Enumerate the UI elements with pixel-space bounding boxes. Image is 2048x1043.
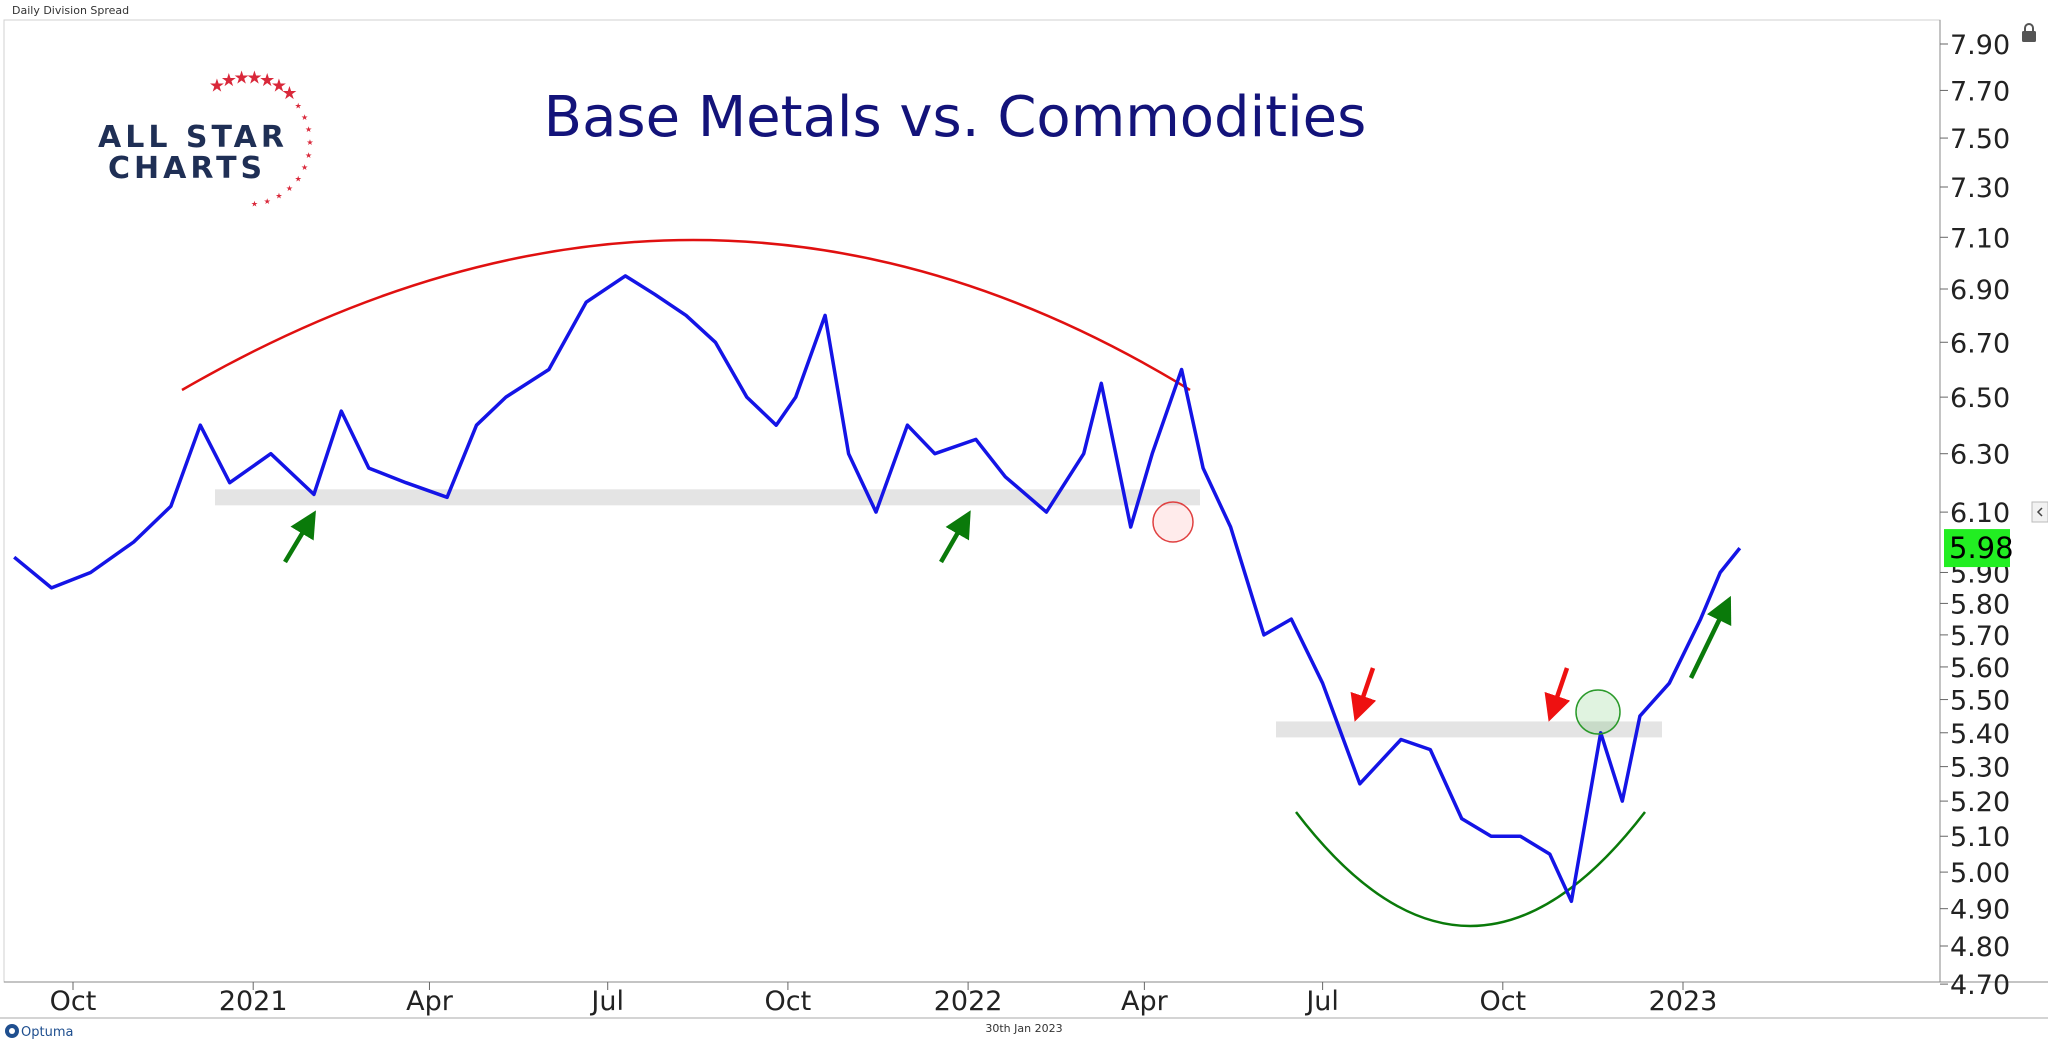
y-tick-label: 4.90 — [1950, 895, 2010, 926]
y-tick-label: 4.80 — [1950, 932, 2010, 963]
star-icon: ★ — [295, 102, 302, 111]
star-icon: ★ — [286, 184, 293, 193]
x-tick-label: Oct — [1479, 986, 1526, 1017]
all-star-charts-logo: ★★★★★★★★★★★★★★★★★★ ALL STAR CHARTS — [98, 67, 314, 208]
star-icon: ★ — [301, 113, 308, 122]
star-icon: ★ — [275, 192, 282, 201]
rounded-top-arc — [181, 238, 1191, 392]
last-price-box — [1944, 529, 2010, 568]
y-tick-label: 7.50 — [1950, 124, 2010, 155]
support-band-lower — [1276, 721, 1662, 738]
red-arrow-1 — [1350, 667, 1377, 722]
star-icon: ★ — [305, 151, 312, 160]
star-icon: ★ — [259, 70, 275, 91]
y-tick-label: 5.60 — [1950, 653, 2010, 684]
y-tick-label: 6.50 — [1950, 383, 2010, 414]
star-icon: ★ — [264, 197, 271, 206]
star-icon: ★ — [301, 163, 308, 172]
star-icon: ★ — [221, 70, 237, 91]
y-tick-label: 6.10 — [1950, 498, 2010, 529]
star-icon: ★ — [295, 174, 302, 183]
star-icon: ★ — [306, 138, 313, 147]
star-icon: ★ — [281, 83, 297, 104]
collapse-panel-icon[interactable] — [2031, 501, 2048, 523]
star-icon: ★ — [305, 125, 312, 134]
x-tick-label: 2022 — [934, 986, 1003, 1017]
x-tick-label: Oct — [765, 986, 812, 1017]
y-tick-label: 5.40 — [1950, 719, 2010, 750]
logo-stars: ★★★★★★★★★★★★★★★★★★ — [209, 67, 314, 208]
y-tick-label: 7.30 — [1950, 173, 2010, 204]
last-price-label: 5.98 — [1949, 531, 2014, 565]
star-icon: ★ — [233, 67, 249, 88]
x-tick-label: Apr — [406, 986, 454, 1017]
x-tick-label: 2023 — [1649, 986, 1718, 1017]
y-tick-label: 5.80 — [1950, 589, 2010, 620]
star-icon: ★ — [271, 75, 287, 96]
y-tick-label: 5.30 — [1950, 753, 2010, 784]
green-arrow-3 — [1688, 595, 1732, 679]
support-band-upper — [215, 489, 1200, 506]
star-icon: ★ — [246, 67, 262, 88]
y-tick-label: 4.70 — [1950, 970, 2010, 1001]
y-tick-label: 7.90 — [1950, 30, 2010, 61]
x-tick-label: Jul — [1304, 986, 1339, 1017]
y-tick-label: 5.10 — [1950, 822, 2010, 853]
x-axis-ticks: Oct 2021 Apr Jul Oct 2022 Apr Jul Oct 2023 — [50, 982, 1718, 1017]
panel-label: Daily Division Spread — [12, 4, 129, 17]
x-tick-label: 2021 — [219, 986, 288, 1017]
y-tick-label: 6.90 — [1950, 275, 2010, 306]
lock-icon[interactable] — [2022, 23, 2036, 42]
x-tick-label: Oct — [50, 986, 97, 1017]
red-arrow-2 — [1544, 667, 1571, 722]
y-axis-ticks: 7.90 7.70 7.50 7.30 7.10 6.90 6.70 6.50 6.30 6.10… — [1940, 30, 2010, 1001]
chart-title: Base Metals vs. Commodities — [544, 85, 1367, 150]
x-tick-label: Jul — [589, 986, 624, 1017]
y-tick-label: 7.10 — [1950, 223, 2010, 254]
series-line — [13, 274, 1742, 904]
y-tick-label: 5.00 — [1950, 858, 2010, 889]
rounded-bottom-arc — [1295, 811, 1646, 928]
optuma-brand: Optuma — [5, 1024, 73, 1040]
green-arrow-1 — [283, 510, 316, 564]
star-icon: ★ — [209, 75, 225, 96]
breakdown-circle — [1152, 501, 1194, 543]
y-tick-label: 6.30 — [1950, 440, 2010, 471]
star-icon: ★ — [251, 200, 258, 209]
y-tick-label: 6.70 — [1950, 328, 2010, 359]
y-tick-label: 5.70 — [1950, 621, 2010, 652]
logo-line2: CHARTS — [108, 151, 266, 186]
y-tick-label: 5.20 — [1950, 787, 2010, 818]
green-arrow-2 — [939, 510, 971, 564]
date-label: 30th Jan 2023 — [985, 1022, 1062, 1035]
svg-text:Optuma: Optuma — [21, 1025, 73, 1040]
logo-line1: ALL STAR — [98, 120, 288, 155]
x-tick-label: Apr — [1121, 986, 1169, 1017]
y-tick-label: 7.70 — [1950, 76, 2010, 107]
y-tick-label: 5.50 — [1950, 686, 2010, 717]
breakout-circle — [1575, 689, 1621, 735]
